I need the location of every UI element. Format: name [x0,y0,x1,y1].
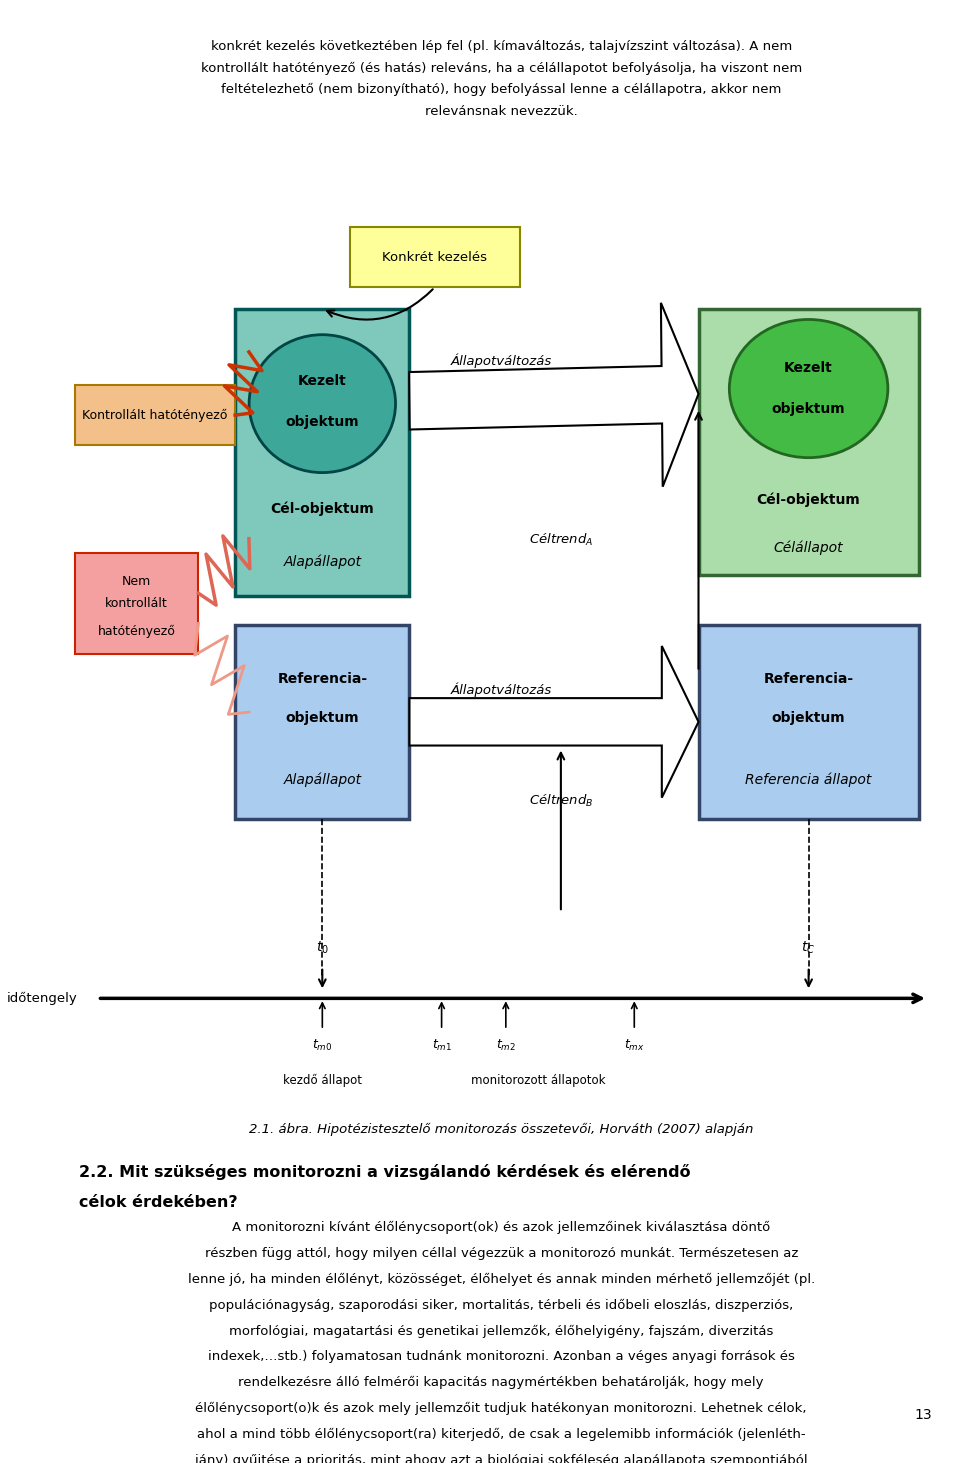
Text: részben függ attól, hogy milyen céllal végezzük a monitorozó munkát. Természetes: részben függ attól, hogy milyen céllal v… [204,1246,798,1260]
Text: $t_{m1}$: $t_{m1}$ [432,1039,451,1053]
Text: ahol a mind több élőlénycsoport(ra) kiterjedő, de csak a legelemibb információk : ahol a mind több élőlénycsoport(ra) kite… [197,1428,805,1441]
Text: Célállapot: Célállapot [774,541,844,556]
Text: Kezelt: Kezelt [298,373,347,388]
Text: objektum: objektum [285,415,359,429]
Text: Referencia-: Referencia- [763,672,853,686]
Text: monitorozott állapotok: monitorozott állapotok [470,1074,605,1087]
Text: Nem: Nem [122,575,151,588]
Text: rendelkezésre álló felmérői kapacitás nagymértékben behatárolják, hogy mely: rendelkezésre álló felmérői kapacitás na… [238,1377,764,1390]
Text: 2.1. ábra. Hipotézistesztelő monitorozás összetevői, Horváth (2007) alapján: 2.1. ábra. Hipotézistesztelő monitorozás… [249,1124,754,1137]
FancyBboxPatch shape [75,385,235,445]
FancyBboxPatch shape [699,625,919,819]
Text: morfológiai, magatartási és genetikai jellemzők, élőhelyigény, fajszám, diverzit: morfológiai, magatartási és genetikai je… [229,1324,774,1337]
Text: kontrollált: kontrollált [106,597,168,610]
Text: 2.2. Mit szükséges monitorozni a vizsgálandó kérdések és elérendő: 2.2. Mit szükséges monitorozni a vizsgál… [79,1163,691,1179]
Text: időtengely: időtengely [7,992,78,1005]
Text: lenne jó, ha minden élőlényt, közösséget, élőhelyet és annak minden mérhető jell: lenne jó, ha minden élőlényt, közösséget… [187,1273,815,1286]
Text: Cél-objektum: Cél-objektum [756,493,860,508]
Text: Céltrend$_B$: Céltrend$_B$ [529,793,593,809]
Text: $t_C$: $t_C$ [802,939,816,957]
Text: objektum: objektum [285,711,359,726]
Ellipse shape [730,319,888,458]
Text: Céltrend$_A$: Céltrend$_A$ [529,531,593,547]
Text: $t_{m0}$: $t_{m0}$ [312,1039,332,1053]
FancyBboxPatch shape [699,309,919,575]
Text: iány) gyűjtése a prioritás, mint ahogy azt a biológiai sokféleség alapállapota s: iány) gyűjtése a prioritás, mint ahogy a… [195,1454,807,1463]
Text: Referencia-: Referencia- [277,672,368,686]
FancyBboxPatch shape [75,553,199,654]
Text: élőlénycsoport(o)k és azok mely jellemzőit tudjuk hatékonyan monitorozni. Lehetn: élőlénycsoport(o)k és azok mely jellemző… [196,1402,807,1415]
Text: Cél-objektum: Cél-objektum [271,502,374,516]
Text: Kontrollált hatótényező: Kontrollált hatótényező [83,408,228,421]
FancyBboxPatch shape [235,309,410,595]
Text: Állapotváltozás: Állapotváltozás [450,353,552,367]
Text: objektum: objektum [772,711,846,726]
Text: populációnagyság, szaporodási siker, mortalitás, térbeli és időbeli eloszlás, di: populációnagyság, szaporodási siker, mor… [209,1299,793,1312]
FancyBboxPatch shape [235,625,410,819]
Text: $t_{mx}$: $t_{mx}$ [624,1039,644,1053]
Text: $t_{m2}$: $t_{m2}$ [495,1039,516,1053]
Text: hatótényező: hatótényező [98,625,176,638]
FancyBboxPatch shape [349,227,519,287]
Text: Állapotváltozás: Állapotváltozás [450,683,552,698]
Text: relevánsnak nevezzük.: relevánsnak nevezzük. [425,105,578,119]
Text: $t_0$: $t_0$ [316,939,328,957]
Text: A monitorozni kívánt élőlénycsoport(ok) és azok jellemzőinek kiválasztása döntő: A monitorozni kívánt élőlénycsoport(ok) … [232,1222,770,1235]
Text: objektum: objektum [772,402,846,415]
Text: Konkrét kezelés: Konkrét kezelés [382,250,488,263]
Text: Kezelt: Kezelt [784,361,833,376]
Polygon shape [410,647,699,797]
Text: kezdő állapot: kezdő állapot [283,1074,362,1087]
Text: 13: 13 [915,1407,932,1422]
Text: konkrét kezelés következtében lép fel (pl. kímaváltozás, talajvízszint változása: konkrét kezelés következtében lép fel (p… [210,40,792,53]
Text: Alapállapot: Alapállapot [283,772,361,787]
Text: Alapállapot: Alapállapot [283,554,361,569]
Text: indexek,…stb.) folyamatosan tudnánk monitorozni. Azonban a véges anyagi források: indexek,…stb.) folyamatosan tudnánk moni… [207,1350,795,1364]
Polygon shape [409,303,699,487]
Text: célok érdekében?: célok érdekében? [79,1195,238,1210]
Text: feltételezhető (nem bizonyítható), hogy befolyással lenne a célállapotra, akkor : feltételezhető (nem bizonyítható), hogy … [221,83,781,97]
Text: Referencia állapot: Referencia állapot [745,772,872,787]
Text: kontrollált hatótényező (és hatás) releváns, ha a célállapotot befolyásolja, ha : kontrollált hatótényező (és hatás) relev… [201,61,802,75]
Ellipse shape [249,335,396,473]
